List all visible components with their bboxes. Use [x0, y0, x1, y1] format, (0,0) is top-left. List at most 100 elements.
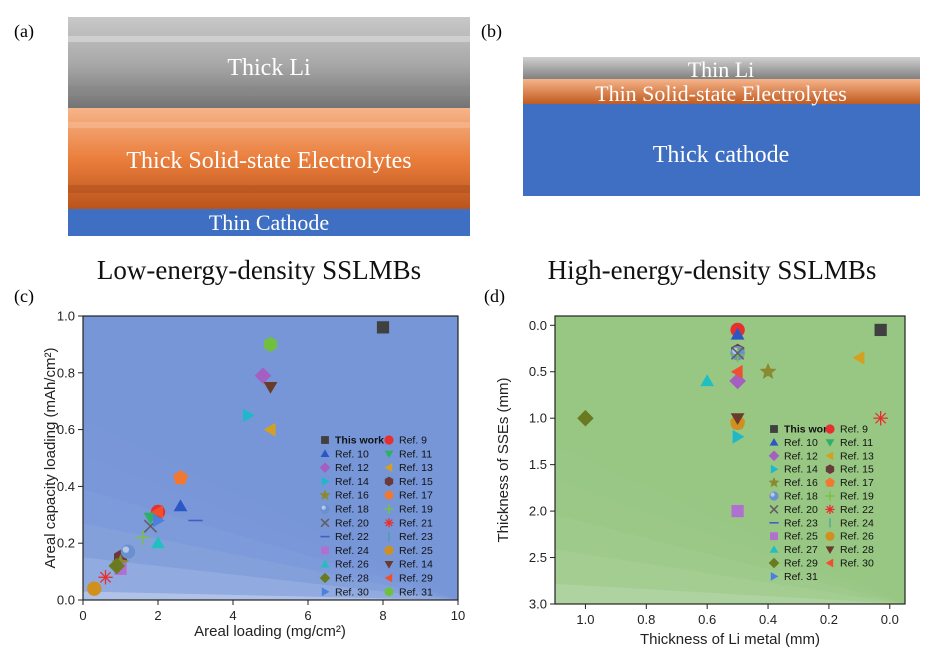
- legend-marker: [770, 532, 778, 541]
- x-tick-label: 4: [229, 608, 236, 623]
- chart-c-y-axis-label: Areal capacity loading (mAh/cm²): [42, 348, 59, 569]
- legend-marker: [825, 477, 835, 487]
- y-tick-label: 1.5: [529, 457, 547, 472]
- thick-sse-label: Thick Solid-state Electrolytes: [126, 148, 411, 174]
- thin-li-label: Thin Li: [688, 57, 755, 82]
- thin-sse-label: Thin Solid-state Electrolytes: [595, 81, 847, 106]
- legend-label: Ref. 14: [784, 464, 818, 476]
- y-tick-label: 0.0: [529, 318, 547, 333]
- data-point: [135, 530, 151, 545]
- legend-marker: [384, 587, 394, 597]
- legend-label: Ref. 23: [784, 517, 818, 529]
- legend-marker: [384, 435, 394, 445]
- legend-marker: [384, 545, 394, 556]
- data-point: [243, 408, 255, 423]
- legend-marker: [384, 518, 394, 528]
- data-point: [173, 470, 188, 485]
- legend-label: Ref. 17: [399, 490, 433, 502]
- legend-label: Ref. 9: [840, 424, 868, 436]
- legend-label: Ref. 16: [784, 477, 818, 489]
- legend-marker: [769, 545, 779, 553]
- legend-label: Ref. 11: [840, 437, 873, 449]
- legend-label: Ref. 31: [784, 571, 818, 583]
- legend-label: Ref. 22: [840, 504, 874, 516]
- legend-marker: [384, 476, 394, 487]
- legend-label: Ref. 25: [784, 531, 818, 543]
- chart-d-x-axis-label: Thickness of Li metal (mm): [640, 631, 820, 648]
- legend-marker: [384, 573, 393, 583]
- data-point: [852, 350, 865, 365]
- low-energy-caption: Low-energy-density SSLMBs: [97, 255, 421, 285]
- data-point: [173, 499, 188, 512]
- legend-label: Ref. 9: [399, 435, 427, 447]
- legend-marker: [769, 491, 779, 501]
- legend-marker: [321, 436, 329, 444]
- legend-marker: [768, 450, 780, 462]
- panel-label-a: (a): [14, 21, 34, 42]
- legend-marker: [384, 490, 394, 500]
- legend-marker: [825, 531, 835, 541]
- legend-marker: [770, 425, 778, 433]
- legend-marker: [320, 504, 330, 514]
- legend-label: Ref. 24: [335, 545, 369, 557]
- legend-label: Ref. 19: [840, 491, 874, 503]
- data-point: [264, 336, 277, 352]
- chart-d-background: [555, 316, 905, 604]
- y-tick-label: 1.0: [57, 309, 75, 324]
- legend-label: Ref. 14: [335, 476, 369, 488]
- data-point: [254, 367, 272, 384]
- legend-marker: [769, 438, 779, 446]
- panel-label-d: (d): [484, 286, 505, 307]
- data-point: [120, 544, 136, 559]
- data-point: [730, 347, 745, 363]
- data-point: [153, 513, 165, 528]
- y-tick-label: 3.0: [529, 597, 547, 612]
- legend-marker: [319, 489, 331, 500]
- thin-sse-layer: [523, 79, 920, 104]
- y-tick-label: 2.5: [529, 550, 547, 565]
- legend-label: Ref. 20: [335, 517, 369, 529]
- x-tick-label: 0: [79, 608, 86, 623]
- legend-label: Ref. 26: [840, 531, 874, 543]
- data-point: [874, 323, 887, 337]
- y-tick-label: 0.8: [57, 365, 75, 380]
- data-point: [732, 429, 745, 444]
- y-tick-label: 0.5: [529, 364, 547, 379]
- chart-d: 1.0 0.8 0.6 0.4 0.2 0.00.00.51.01.52.02.53.0 …: [495, 315, 906, 648]
- legend-label: Ref. 29: [784, 558, 818, 570]
- legend-label: Ref. 12: [784, 450, 818, 462]
- thick-cathode-label: Thick cathode: [653, 142, 790, 168]
- data-point: [98, 570, 113, 585]
- legend-label: Ref. 29: [399, 573, 433, 585]
- thin-cathode-layer: [68, 209, 470, 236]
- legend-marker: [768, 476, 780, 488]
- data-point: [87, 581, 102, 596]
- data-point: [151, 505, 163, 519]
- legend-label: Ref. 27: [784, 544, 818, 556]
- x-tick-label: 6: [304, 608, 311, 623]
- legend-label: Ref. 22: [335, 531, 369, 543]
- legend-label: This work: [335, 435, 384, 447]
- data-point: [730, 327, 745, 340]
- chart-c-background: [83, 316, 458, 600]
- chart-c-x-axis-label: Areal loading (mg/cm²): [194, 623, 346, 640]
- legend-marker: [825, 439, 835, 447]
- legend-marker: [320, 559, 330, 568]
- legend-label: This work: [784, 424, 833, 436]
- legend-label: Ref. 16: [335, 490, 369, 502]
- legend-label: Ref. 23: [399, 531, 433, 543]
- legend-marker: [825, 504, 835, 514]
- legend-marker: [384, 450, 394, 459]
- legend-label: Ref. 10: [784, 437, 818, 449]
- legend-label: Ref. 15: [399, 476, 433, 488]
- legend-label: Ref. 15: [840, 464, 874, 476]
- background-band: [83, 316, 458, 600]
- legend-label: Ref. 13: [840, 450, 874, 462]
- legend-label: Ref. 17: [840, 477, 874, 489]
- chart-c: 0 2 4 6 8 100.00.20.40.60.81.0 This work Ref. …: [42, 309, 465, 641]
- legend-marker: [384, 504, 394, 514]
- legend-marker: [769, 504, 779, 514]
- data-point: [151, 536, 165, 549]
- data-point: [700, 374, 714, 387]
